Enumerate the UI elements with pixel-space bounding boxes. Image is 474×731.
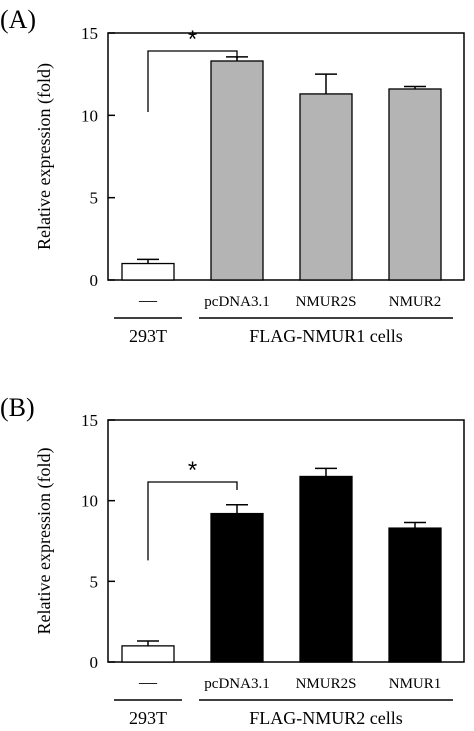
group-label: 293T xyxy=(129,326,167,346)
plot-frame xyxy=(107,419,465,663)
plot-frame xyxy=(107,32,465,281)
y-tick-label: 0 xyxy=(90,653,99,672)
panel-label: (A) xyxy=(0,5,36,34)
group-label: FLAG-NMUR2 cells xyxy=(249,708,403,728)
bar xyxy=(210,60,264,281)
bar xyxy=(121,262,175,281)
category-label: — xyxy=(138,290,158,310)
y-axis-label: Relative expression (fold) xyxy=(34,63,55,250)
panel-label: (B) xyxy=(0,393,35,422)
y-axis-label: Relative expression (fold) xyxy=(34,448,55,635)
significance-marker: * xyxy=(188,26,197,53)
y-tick-label: 5 xyxy=(90,189,99,208)
y-tick-label: 10 xyxy=(81,106,98,125)
category-label: — xyxy=(138,672,158,692)
bar xyxy=(299,475,353,663)
category-label: pcDNA3.1 xyxy=(204,676,269,692)
category-label: NMUR2 xyxy=(389,294,442,310)
category-label: pcDNA3.1 xyxy=(204,294,269,310)
bar xyxy=(210,512,264,663)
bar xyxy=(388,527,442,663)
chart-panel-2: (B) 0 5 10 15 Relative expression (fold) — pcDN… xyxy=(0,393,465,728)
category-label: NMUR1 xyxy=(389,676,442,692)
significance-bracket xyxy=(147,481,238,561)
bar xyxy=(388,88,442,281)
y-tick-label: 15 xyxy=(81,24,98,43)
y-tick-label: 0 xyxy=(90,271,99,290)
category-label: NMUR2S xyxy=(296,294,357,310)
group-label: 293T xyxy=(129,708,167,728)
y-tick-label: 10 xyxy=(81,492,98,511)
group-label: FLAG-NMUR1 cells xyxy=(249,326,403,346)
bar xyxy=(121,645,175,663)
category-label: NMUR2S xyxy=(296,676,357,692)
y-tick-label: 15 xyxy=(81,411,98,430)
chart-panel-1: (A) 0 5 10 15 Relative expression (fold) — pcDN… xyxy=(0,5,465,346)
significance-marker: * xyxy=(188,457,197,484)
significance-bracket xyxy=(147,50,238,113)
bar xyxy=(299,93,353,281)
y-tick-label: 5 xyxy=(90,572,99,591)
